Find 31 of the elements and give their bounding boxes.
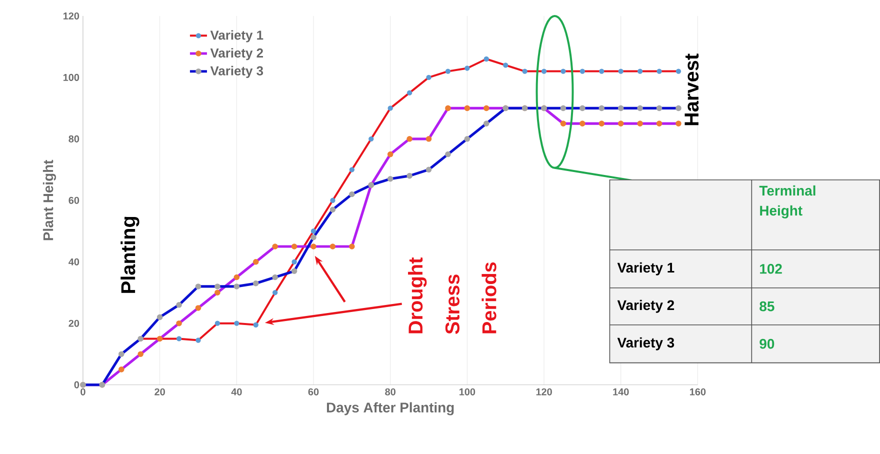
x-axis-title: Days After Planting (326, 402, 454, 416)
x-tick-label: 120 (536, 388, 552, 396)
text: 102 (760, 264, 782, 274)
x-tick-label: 40 (231, 388, 242, 396)
x-tick-label: 100 (459, 388, 476, 396)
x-tick-label: 80 (385, 388, 396, 396)
x-tick-label: 160 (690, 388, 706, 396)
text: Variety 3 (617, 337, 674, 350)
text: Variety 1 (617, 262, 674, 276)
x-tick-label: 140 (613, 388, 629, 396)
y-tick-label: 60 (68, 196, 80, 204)
annotation: Planting (120, 217, 140, 293)
text: 90 (760, 338, 774, 349)
x-tick-label: 60 (308, 388, 319, 396)
annotation: Harvest (684, 54, 699, 126)
text: Variety 2 (617, 300, 674, 313)
y-tick-label: 100 (63, 74, 80, 82)
y-axis-title: Plant Height (42, 160, 56, 240)
legend-label: Variety 3 (210, 66, 264, 78)
annotation: Drought Stress Periods (408, 258, 496, 334)
y-tick-label: 40 (68, 258, 80, 266)
text: 85 (760, 302, 774, 312)
y-tick-label: 20 (68, 320, 80, 327)
y-tick-label: 0 (74, 381, 80, 388)
y-tick-label: 120 (63, 12, 80, 20)
legend-label: Variety 2 (210, 48, 263, 60)
y-tick-label: 80 (68, 136, 80, 143)
legend-label: Variety 1 (210, 30, 264, 42)
x-tick-label: 0 (80, 388, 86, 396)
x-tick-label: 20 (154, 388, 165, 396)
text: Terminal Height (759, 186, 816, 219)
